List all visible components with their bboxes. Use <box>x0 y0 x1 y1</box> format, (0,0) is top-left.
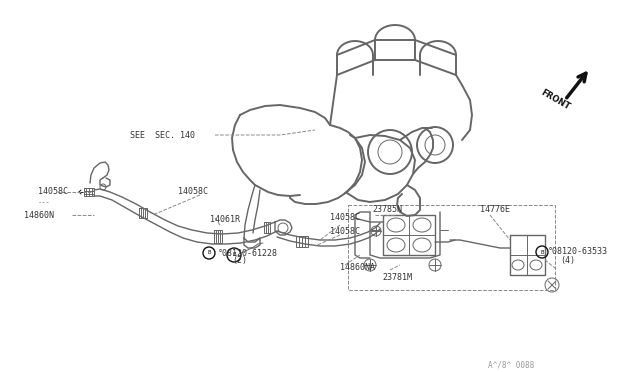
Text: A^/8^ 0088: A^/8^ 0088 <box>488 360 534 369</box>
Text: °08120-63533: °08120-63533 <box>548 247 608 257</box>
Text: B: B <box>207 250 211 256</box>
Text: B: B <box>232 253 236 257</box>
Text: 14058C: 14058C <box>38 187 68 196</box>
Text: B: B <box>540 250 543 254</box>
Text: (4): (4) <box>560 256 575 264</box>
Text: 14058C: 14058C <box>330 228 360 237</box>
Text: FRONT: FRONT <box>539 88 571 112</box>
Text: 14058C: 14058C <box>330 214 360 222</box>
Text: 14058C: 14058C <box>178 187 208 196</box>
Text: 14061R: 14061R <box>210 215 240 224</box>
Text: 23781M: 23781M <box>382 273 412 282</box>
Text: 23785N: 23785N <box>372 205 402 215</box>
Text: SEE  SEC. 140: SEE SEC. 140 <box>130 131 195 140</box>
Text: (2): (2) <box>232 257 247 266</box>
Text: 14776E: 14776E <box>480 205 510 215</box>
Text: 14860N: 14860N <box>24 211 54 219</box>
Text: 14860NA: 14860NA <box>340 263 375 273</box>
Text: ---: --- <box>38 199 51 205</box>
Text: °08120-61228: °08120-61228 <box>218 248 278 257</box>
